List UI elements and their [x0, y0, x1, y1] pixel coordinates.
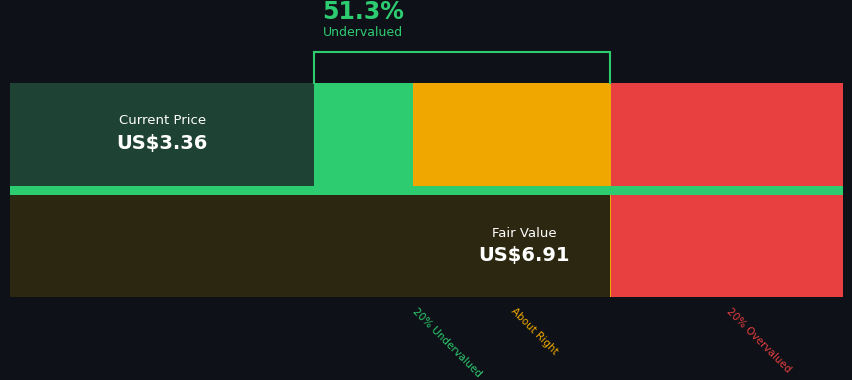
Text: 20% Overvalued: 20% Overvalued — [723, 306, 792, 374]
Text: US$6.91: US$6.91 — [478, 246, 569, 265]
Bar — [10, 83, 412, 185]
Bar — [412, 195, 611, 297]
Text: 20% Undervalued: 20% Undervalued — [410, 306, 482, 379]
Bar — [412, 83, 611, 185]
Text: Undervalued: Undervalued — [322, 26, 402, 39]
Text: 51.3%: 51.3% — [322, 0, 404, 24]
Bar — [10, 185, 842, 195]
Text: About Right: About Right — [509, 306, 560, 357]
Bar — [10, 195, 609, 297]
Bar — [611, 83, 842, 185]
Bar — [10, 195, 412, 297]
Bar — [10, 83, 314, 185]
Text: Fair Value: Fair Value — [492, 227, 556, 241]
Text: US$3.36: US$3.36 — [117, 134, 208, 153]
Bar — [611, 195, 842, 297]
Text: Current Price: Current Price — [118, 114, 205, 127]
